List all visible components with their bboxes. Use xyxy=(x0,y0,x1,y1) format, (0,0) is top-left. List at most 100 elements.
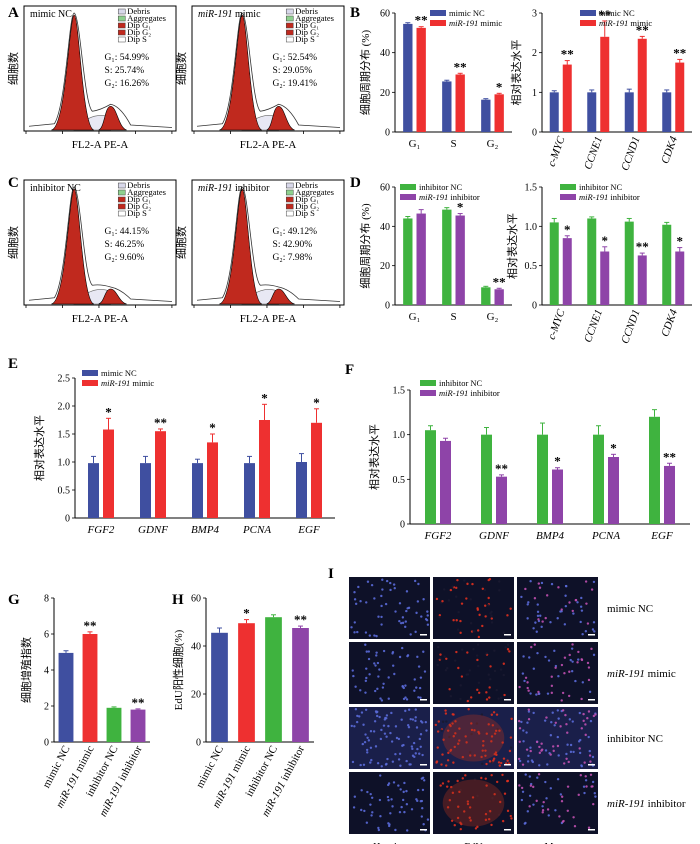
bar-D1 xyxy=(494,289,504,305)
bar-D2 xyxy=(624,221,634,305)
cell-nucleus xyxy=(490,617,493,620)
cell-nucleus xyxy=(556,709,560,712)
cell-nucleus xyxy=(353,590,356,594)
cell-nucleus xyxy=(453,745,456,749)
bar-F xyxy=(481,434,492,524)
cell-nucleus xyxy=(485,691,488,694)
cell-nucleus xyxy=(509,814,512,818)
cell-nucleus xyxy=(591,785,594,788)
cell-nucleus xyxy=(584,580,588,583)
cell-nucleus xyxy=(435,761,438,764)
cell-nucleus xyxy=(485,732,488,735)
cell-nucleus xyxy=(378,798,382,802)
cell-nucleus xyxy=(501,773,504,777)
cell-nucleus xyxy=(557,586,560,589)
bar-F xyxy=(608,457,619,524)
cell-nucleus xyxy=(358,715,361,718)
flow-legend-label: Debris xyxy=(295,6,318,16)
g2-peak-C2 xyxy=(266,288,295,305)
y-tick-label-G: 0 xyxy=(44,738,49,749)
cell-nucleus xyxy=(380,623,383,626)
cell-nucleus xyxy=(488,760,492,763)
cell-nucleus xyxy=(383,732,387,735)
cell-nucleus xyxy=(559,725,562,728)
flow-legend-label: Dip G₂ xyxy=(127,201,151,211)
cell-nucleus xyxy=(577,650,580,654)
category-label-E: PCNA xyxy=(242,524,271,536)
cell-nucleus xyxy=(536,603,539,606)
cell-nucleus xyxy=(353,795,357,798)
cell-nucleus xyxy=(448,735,451,739)
cell-nucleus xyxy=(360,711,364,714)
legend-swatch-D2 xyxy=(560,194,576,200)
histogram-outline-A1 xyxy=(28,12,173,128)
cell-nucleus xyxy=(474,827,478,830)
category-label-D2: CCND1 xyxy=(619,308,642,345)
cell-nucleus xyxy=(449,748,453,752)
y-tick-label-H: 0 xyxy=(196,738,201,749)
cell-nucleus xyxy=(577,658,580,661)
cell-nucleus xyxy=(571,720,574,723)
cell-nucleus xyxy=(525,731,528,734)
scale-bar xyxy=(504,764,511,766)
cell-nucleus xyxy=(425,729,428,732)
category-label-B2: c-MYC xyxy=(546,134,568,168)
micrograph-row-label: miR-191 inhibitor xyxy=(607,798,686,810)
flow-legend-swatch xyxy=(285,182,294,189)
significance-mark-D1: ** xyxy=(493,274,506,289)
cell-nucleus xyxy=(412,741,416,745)
cell-nucleus xyxy=(484,812,488,816)
cell-nucleus xyxy=(359,599,362,603)
legend-label-B2: mimic NC xyxy=(599,8,635,18)
cell-nucleus xyxy=(508,650,511,653)
cell-nucleus xyxy=(520,786,524,790)
cell-nucleus xyxy=(576,661,579,664)
cell-cycle-stat-C1: S: 46.25% xyxy=(105,240,145,250)
cell-nucleus xyxy=(414,630,417,634)
y-axis-label-B2: 相对表达水平 xyxy=(509,40,523,106)
flow-legend-swatch xyxy=(117,196,126,203)
flow-legend-label: Dip S xyxy=(295,34,315,44)
legend-swatch-F xyxy=(420,380,436,386)
cell-nucleus xyxy=(459,619,462,623)
bar-D2 xyxy=(675,251,685,305)
cell-nucleus xyxy=(414,719,417,723)
cell-nucleus xyxy=(464,774,467,777)
flow-legend-swatch xyxy=(117,203,126,210)
significance-mark-E: * xyxy=(105,404,112,419)
cell-nucleus xyxy=(354,685,357,688)
cell-nucleus xyxy=(580,697,583,701)
cell-nucleus xyxy=(568,670,571,673)
cell-nucleus xyxy=(359,763,362,767)
panel-letter-I: I xyxy=(328,566,334,582)
legend-swatch-B1 xyxy=(430,20,446,26)
g1-peak-C1 xyxy=(51,188,95,305)
y-tick-label-G: 2 xyxy=(44,702,49,713)
cell-nucleus xyxy=(490,823,493,827)
cell-nucleus xyxy=(376,710,379,714)
cell-nucleus xyxy=(538,751,542,755)
cell-nucleus xyxy=(442,738,445,741)
micrograph-0-2 xyxy=(517,577,598,639)
category-label-F: GDNF xyxy=(479,530,509,542)
cell-nucleus xyxy=(380,728,383,732)
y-tick-label-D1: 60 xyxy=(380,183,390,194)
cell-nucleus xyxy=(579,774,582,777)
cell-nucleus xyxy=(456,779,459,783)
cell-nucleus xyxy=(508,749,512,753)
scale-bar xyxy=(420,634,427,636)
cell-nucleus xyxy=(580,596,583,600)
cell-nucleus xyxy=(588,690,592,694)
cell-nucleus xyxy=(593,792,596,795)
cell-nucleus xyxy=(487,723,490,726)
cell-nucleus xyxy=(592,653,596,657)
cell-nucleus xyxy=(419,676,423,679)
cell-nucleus xyxy=(426,623,430,626)
cell-nucleus xyxy=(540,581,544,585)
category-label-E: BMP4 xyxy=(191,524,220,536)
cell-nucleus xyxy=(578,751,582,755)
cell-nucleus xyxy=(498,580,501,583)
histogram-outline-C1 xyxy=(28,186,173,302)
cell-nucleus xyxy=(398,810,402,814)
